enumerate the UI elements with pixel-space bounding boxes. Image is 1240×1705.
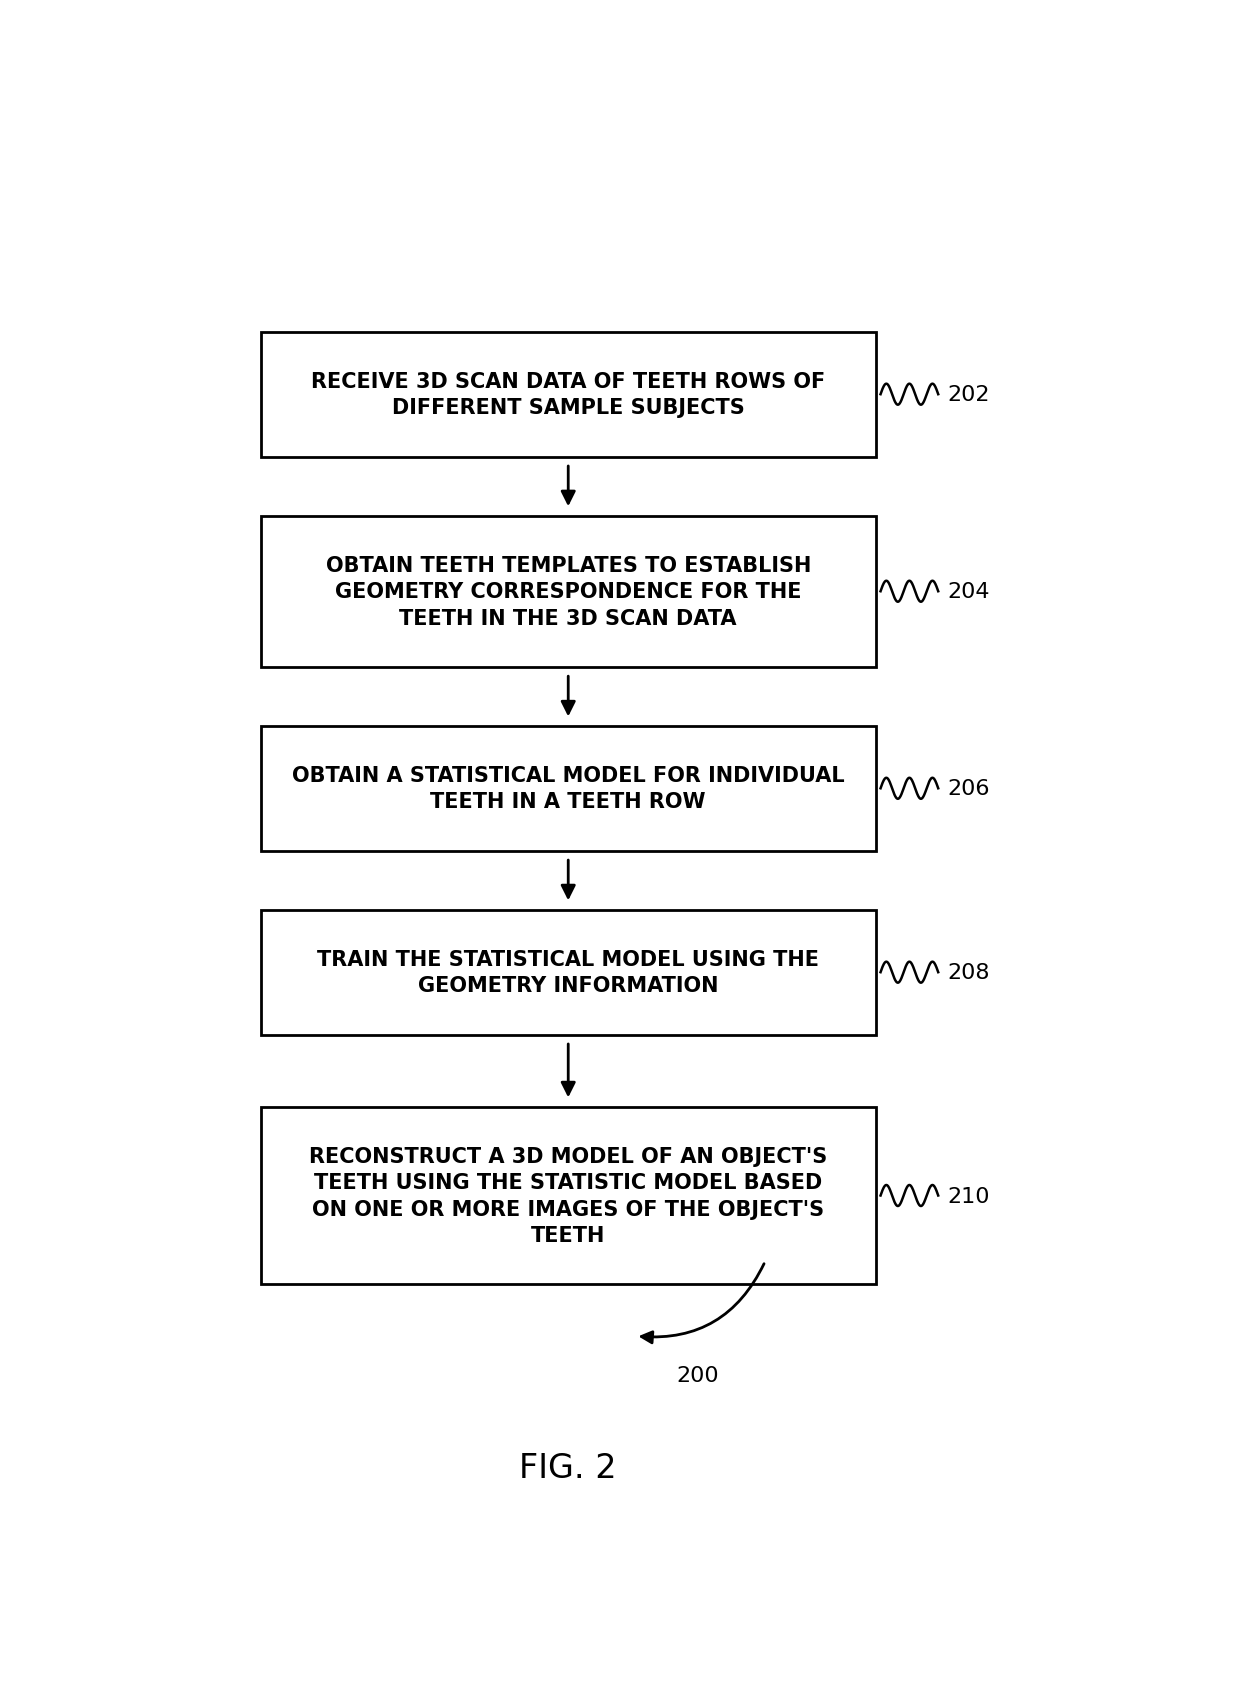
- Text: 200: 200: [677, 1366, 719, 1386]
- Text: OBTAIN TEETH TEMPLATES TO ESTABLISH
GEOMETRY CORRESPONDENCE FOR THE
TEETH IN THE: OBTAIN TEETH TEMPLATES TO ESTABLISH GEOM…: [326, 556, 811, 627]
- Text: RECONSTRUCT A 3D MODEL OF AN OBJECT'S
TEETH USING THE STATISTIC MODEL BASED
ON O: RECONSTRUCT A 3D MODEL OF AN OBJECT'S TE…: [309, 1146, 827, 1245]
- FancyBboxPatch shape: [260, 517, 875, 667]
- Text: 206: 206: [947, 779, 991, 800]
- Text: TRAIN THE STATISTICAL MODEL USING THE
GEOMETRY INFORMATION: TRAIN THE STATISTICAL MODEL USING THE GE…: [317, 950, 820, 996]
- Text: OBTAIN A STATISTICAL MODEL FOR INDIVIDUAL
TEETH IN A TEETH ROW: OBTAIN A STATISTICAL MODEL FOR INDIVIDUA…: [291, 766, 844, 812]
- Text: 202: 202: [947, 385, 991, 406]
- FancyBboxPatch shape: [260, 726, 875, 851]
- Text: 208: 208: [947, 963, 991, 982]
- Text: FIG. 2: FIG. 2: [520, 1451, 618, 1483]
- Text: 204: 204: [947, 581, 991, 602]
- FancyBboxPatch shape: [260, 910, 875, 1035]
- FancyBboxPatch shape: [260, 1107, 875, 1284]
- FancyBboxPatch shape: [260, 332, 875, 457]
- Text: 210: 210: [947, 1185, 991, 1205]
- Text: RECEIVE 3D SCAN DATA OF TEETH ROWS OF
DIFFERENT SAMPLE SUBJECTS: RECEIVE 3D SCAN DATA OF TEETH ROWS OF DI…: [311, 372, 826, 418]
